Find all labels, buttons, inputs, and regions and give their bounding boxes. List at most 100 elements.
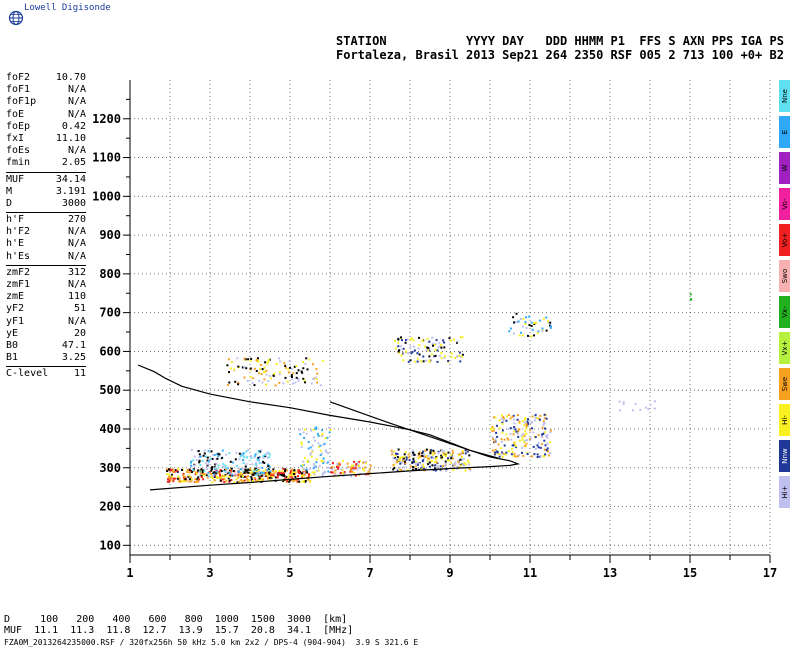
echo-point xyxy=(253,468,256,471)
echo-point xyxy=(324,470,327,473)
echo-point xyxy=(512,427,515,430)
echo-point xyxy=(249,359,252,362)
echo-point xyxy=(229,460,232,463)
echo-point xyxy=(392,468,395,471)
echo-point xyxy=(518,420,521,423)
echo-point xyxy=(242,470,245,473)
echo-point xyxy=(291,378,294,381)
echo-point xyxy=(252,471,255,474)
echo-point xyxy=(261,466,264,469)
echo-point xyxy=(506,415,509,418)
echo-point xyxy=(251,381,254,384)
echo-point xyxy=(512,455,515,458)
echo-point xyxy=(457,461,460,464)
echo-point xyxy=(267,473,270,476)
echo-point xyxy=(425,359,428,362)
echo-point xyxy=(463,462,466,465)
echo-point xyxy=(227,477,230,480)
echo-point xyxy=(525,424,528,427)
y-tick-label: 200 xyxy=(99,500,121,514)
echo-point xyxy=(289,469,292,472)
echo-point xyxy=(530,422,533,424)
echo-point xyxy=(304,471,307,474)
echo-point xyxy=(545,316,548,319)
x-tick-label: 5 xyxy=(286,566,293,580)
echo-point xyxy=(282,472,285,475)
echo-point xyxy=(412,460,415,463)
echo-point xyxy=(438,341,441,344)
echo-point xyxy=(224,464,227,467)
echo-point xyxy=(168,473,171,476)
echo-point xyxy=(456,465,459,468)
echo-point xyxy=(291,468,294,471)
echo-point xyxy=(178,477,181,480)
echo-point xyxy=(459,458,462,461)
echo-point xyxy=(225,474,228,477)
echo-point xyxy=(212,475,215,478)
echo-point xyxy=(542,455,545,458)
echo-point xyxy=(300,443,303,446)
mode-label: Vx+ xyxy=(780,340,789,356)
echo-point xyxy=(236,357,239,360)
echo-point xyxy=(225,471,228,474)
echo-point xyxy=(175,469,178,472)
ionogram-chart: 1 3 5 7 9 11 13 15 17100200300400500600700800900… xyxy=(92,80,777,580)
echo-point xyxy=(439,465,442,468)
param-value: 3.191 xyxy=(55,185,86,197)
echo-point xyxy=(502,452,505,455)
echo-point xyxy=(461,450,464,453)
param-name: B1 xyxy=(6,352,19,364)
echo-point xyxy=(304,381,306,384)
echo-point xyxy=(261,381,264,384)
echo-point xyxy=(447,451,450,454)
echo-point xyxy=(321,474,324,477)
echo-point xyxy=(270,472,273,475)
echo-point xyxy=(401,456,404,459)
echo-point xyxy=(215,467,218,470)
echo-point xyxy=(195,480,198,483)
echo-point xyxy=(320,459,323,462)
param-name: foE xyxy=(6,108,25,120)
echo-point xyxy=(493,453,496,456)
echo-point xyxy=(418,462,421,465)
param-divider xyxy=(6,212,86,214)
echo-point xyxy=(244,469,247,472)
echo-point xyxy=(252,377,255,380)
echo-point xyxy=(251,473,254,476)
echo-point xyxy=(454,461,457,464)
mode-label: Vx- xyxy=(780,306,789,318)
echo-point xyxy=(353,471,356,474)
echo-point xyxy=(167,475,170,478)
echo-point xyxy=(526,420,529,423)
echo-point xyxy=(534,417,537,420)
echo-point xyxy=(216,470,219,473)
echo-point xyxy=(198,461,201,464)
param-divider xyxy=(6,264,86,266)
echo-point xyxy=(456,355,458,358)
echo-point xyxy=(491,426,494,428)
echo-point xyxy=(278,471,280,474)
y-tick-label: 300 xyxy=(99,461,121,475)
echo-point xyxy=(303,457,306,459)
echo-point xyxy=(272,470,275,472)
echo-point xyxy=(310,429,313,432)
x-tick-label: 17 xyxy=(763,566,777,580)
echo-point xyxy=(183,480,186,483)
echo-point xyxy=(533,419,536,422)
echo-point xyxy=(448,459,451,462)
echo-point xyxy=(524,417,527,419)
echo-point xyxy=(254,472,257,475)
y-tick-label: 800 xyxy=(99,267,121,281)
echo-point xyxy=(491,449,494,452)
echo-point xyxy=(198,459,201,462)
echo-point xyxy=(203,469,206,472)
mode-label: E xyxy=(780,129,789,135)
echo-point xyxy=(209,457,212,460)
echo-point xyxy=(284,468,287,471)
echo-point xyxy=(549,431,552,434)
echo-point xyxy=(297,378,300,380)
echo-point xyxy=(203,452,206,455)
echo-point xyxy=(544,427,546,430)
echo-point xyxy=(533,334,535,337)
echo-point xyxy=(531,427,533,430)
